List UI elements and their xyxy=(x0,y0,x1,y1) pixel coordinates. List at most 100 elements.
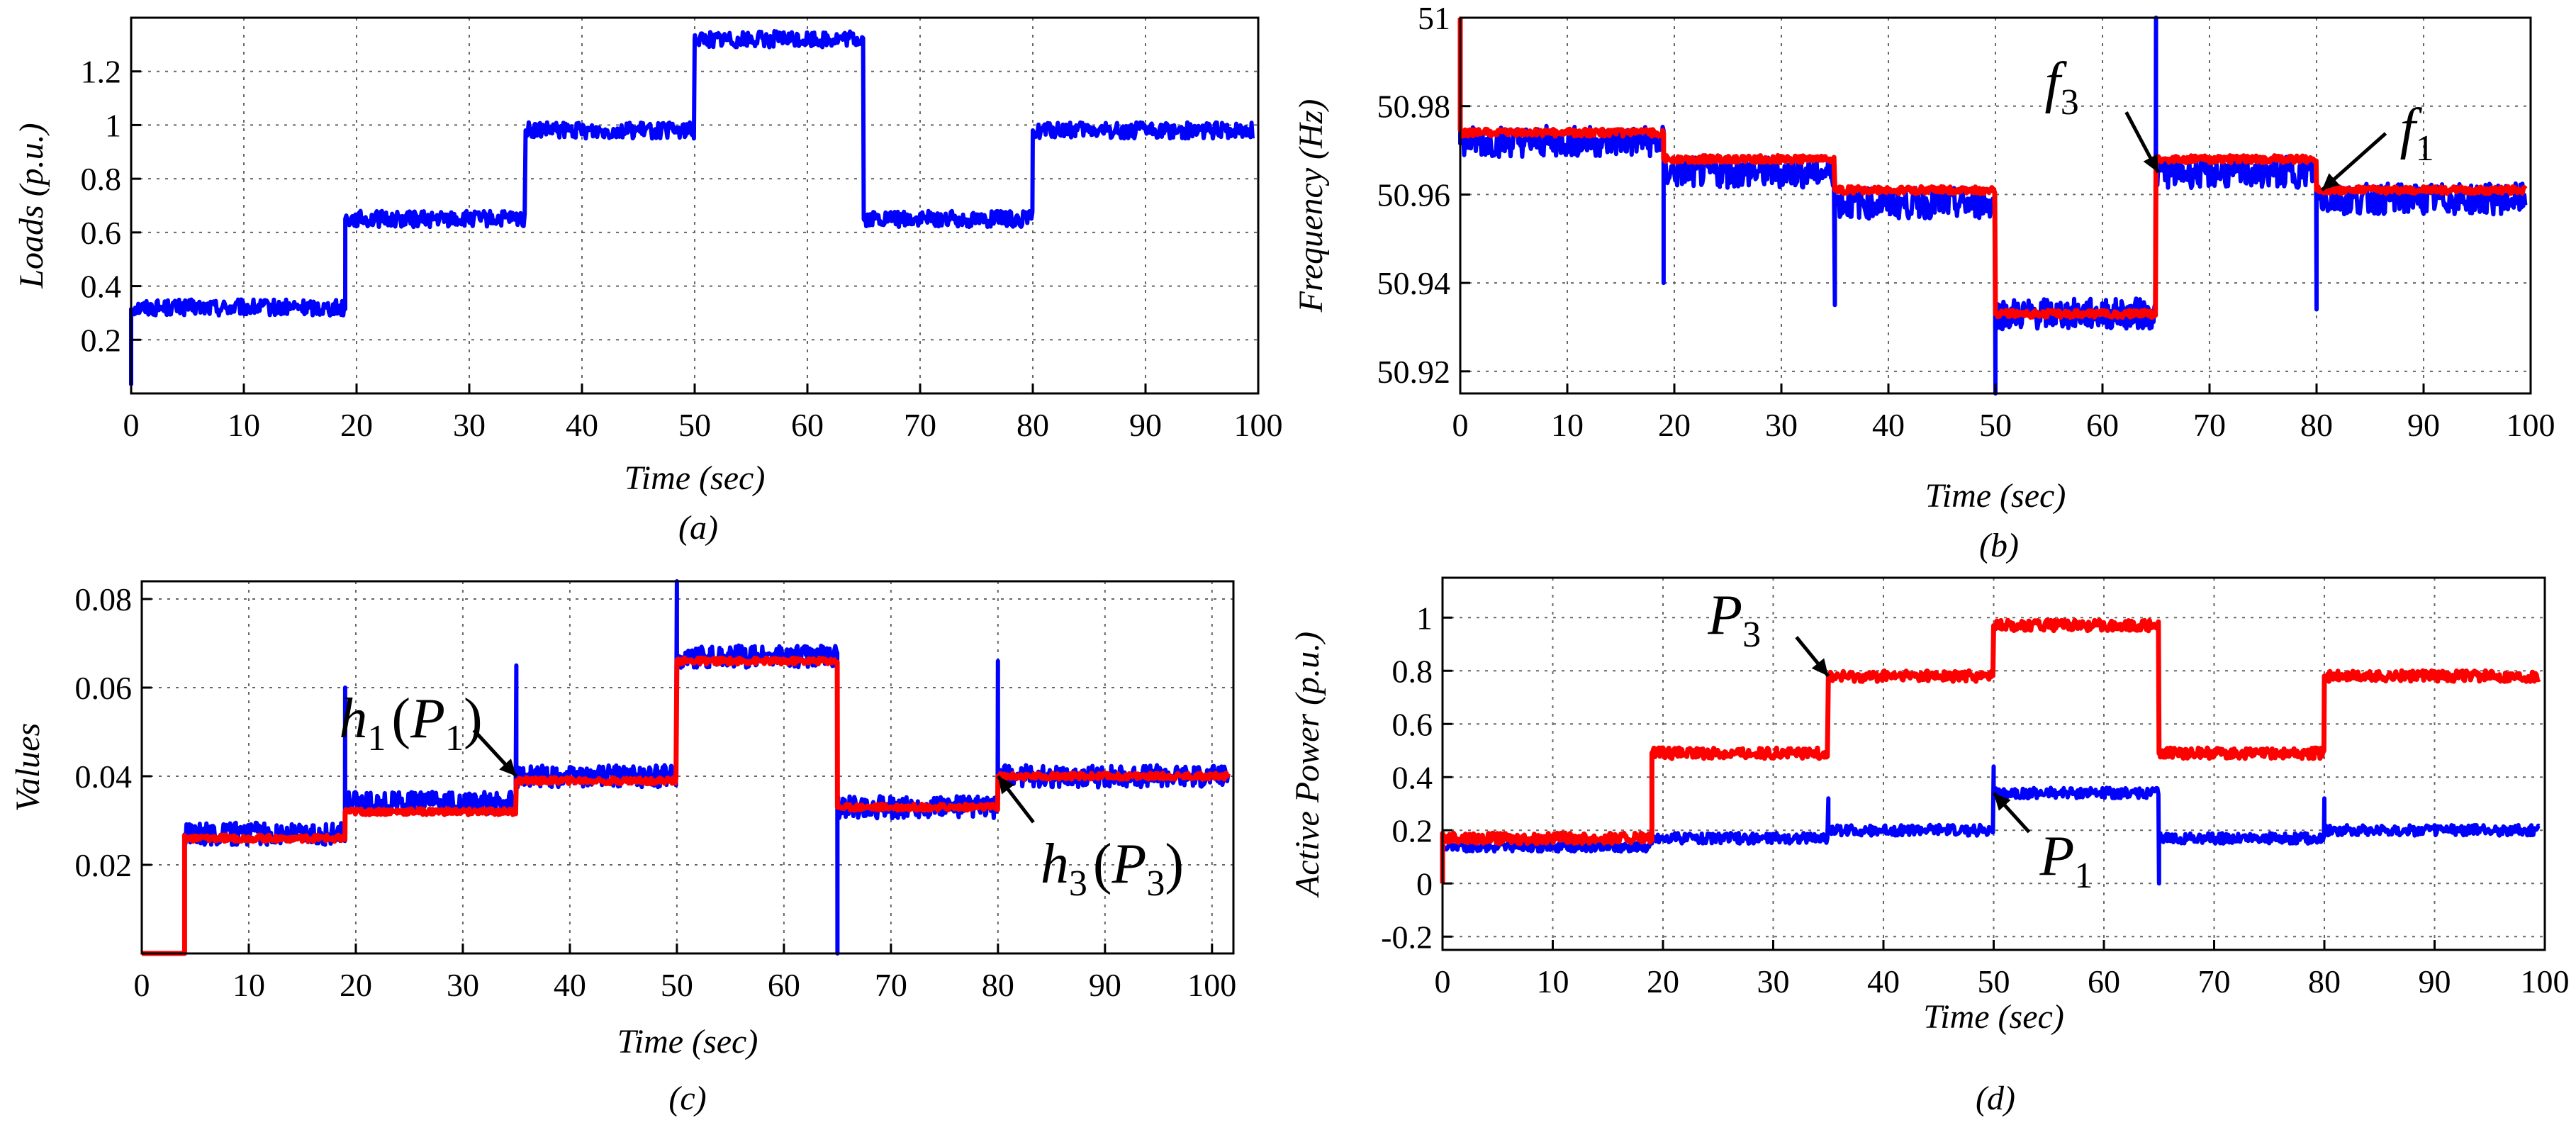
panel-a: 0 10 20 30 40 50 60 70 80 90 100 0.2 0.4 0.6 0.8 1 1.2 Ti… xyxy=(13,16,1283,547)
xtick-label-d-5: 50 xyxy=(1978,963,2010,1000)
xtick-label-b-4: 40 xyxy=(1872,407,1905,443)
ytick-label-d-0: -0.2 xyxy=(1381,919,1433,955)
xtick-label-a-2: 20 xyxy=(340,407,373,443)
ytick-label-d-6: 1 xyxy=(1416,600,1433,636)
ytick-label-a-3: 0.8 xyxy=(81,161,122,197)
xtick-label-c-3: 30 xyxy=(447,967,479,1003)
xtick-label-c-4: 40 xyxy=(554,967,586,1003)
xtick-label-a-4: 40 xyxy=(566,407,598,443)
xtick-label-d-7: 70 xyxy=(2198,963,2231,1000)
ytick-label-d-1: 0 xyxy=(1416,866,1433,902)
plot-area-c xyxy=(142,581,1233,953)
xtick-label-a-6: 60 xyxy=(791,407,824,443)
ytick-label-c-0: 0.02 xyxy=(75,847,133,883)
ytick-label-a-5: 1.2 xyxy=(81,54,122,90)
annotation-arrowhead-c-0 xyxy=(499,759,517,776)
xtick-label-d-3: 30 xyxy=(1757,963,1790,1000)
xtick-label-c-1: 10 xyxy=(233,967,265,1003)
xtick-label-b-6: 60 xyxy=(2086,407,2119,443)
xlabel-a: Time (sec) xyxy=(625,459,766,497)
ytick-label-a-0: 0.2 xyxy=(81,322,122,358)
xlabel-c: Time (sec) xyxy=(617,1023,758,1060)
ytick-label-c-1: 0.04 xyxy=(75,759,133,795)
xtick-label-d-1: 10 xyxy=(1537,963,1569,1000)
ytick-label-c-2: 0.06 xyxy=(75,670,133,706)
series-d-p3 xyxy=(1440,617,2541,884)
xtick-label-a-1: 10 xyxy=(228,407,260,443)
annotation-arrowhead-c-1 xyxy=(997,776,1015,795)
xtick-label-a-9: 90 xyxy=(1129,407,1162,443)
ytick-label-b-2: 50.96 xyxy=(1377,177,1451,213)
caption-a: (a) xyxy=(678,509,718,547)
caption-b: (b) xyxy=(1979,527,2019,564)
series-d-p1 xyxy=(1440,764,2541,886)
panel-b: 0 10 20 30 40 50 60 70 80 90 100 50.92 50.94 50.96 50.… xyxy=(1292,0,2555,564)
xtick-label-d-0: 0 xyxy=(1435,963,1451,1000)
ytick-label-a-4: 1 xyxy=(105,107,121,143)
xlabel-d: Time (sec) xyxy=(1923,998,2064,1036)
xtick-label-b-8: 80 xyxy=(2300,407,2333,443)
xtick-label-b-0: 0 xyxy=(1452,407,1469,443)
xtick-label-c-5: 50 xyxy=(661,967,693,1003)
xtick-label-a-8: 80 xyxy=(1017,407,1049,443)
ytick-label-a-2: 0.6 xyxy=(81,215,122,251)
annotation-label-d-1: P1 xyxy=(2039,825,2093,896)
ytick-label-b-4: 51 xyxy=(1418,0,1450,36)
series-a-load xyxy=(129,29,1255,386)
xtick-label-b-7: 70 xyxy=(2193,407,2226,443)
xtick-label-c-8: 80 xyxy=(982,967,1014,1003)
series-b-f1 xyxy=(1457,18,2528,320)
ytick-label-b-1: 50.94 xyxy=(1377,265,1451,301)
ytick-label-d-3: 0.4 xyxy=(1392,759,1433,795)
xtick-label-c-0: 0 xyxy=(134,967,150,1003)
ytick-label-d-5: 0.8 xyxy=(1392,653,1433,689)
annotation-label-d-0: P3 xyxy=(1707,584,1761,655)
ylabel-c: Values xyxy=(9,723,47,812)
annotation-arrowhead-d-0 xyxy=(1811,658,1829,676)
ytick-label-b-3: 50.98 xyxy=(1377,89,1451,125)
xtick-label-b-10: 100 xyxy=(2507,407,2555,443)
xtick-label-a-10: 100 xyxy=(1234,407,1283,443)
xtick-label-c-10: 100 xyxy=(1187,967,1236,1003)
panel-d: 0 10 20 30 40 50 60 70 80 90 100-0.200.20.40.60.81… xyxy=(1289,576,2570,1117)
ytick-label-a-1: 0.4 xyxy=(81,269,122,305)
xtick-label-b-2: 20 xyxy=(1658,407,1691,443)
annotation-arrowhead-b-1 xyxy=(2143,154,2158,173)
ylabel-d: Active Power (p.u.) xyxy=(1289,632,1326,898)
xtick-label-d-4: 40 xyxy=(1867,963,1900,1000)
xtick-label-a-5: 50 xyxy=(678,407,711,443)
xtick-label-d-6: 60 xyxy=(2088,963,2120,1000)
xtick-label-b-9: 90 xyxy=(2407,407,2440,443)
xtick-label-c-2: 20 xyxy=(340,967,372,1003)
xtick-label-b-3: 30 xyxy=(1765,407,1798,443)
xtick-label-a-0: 0 xyxy=(123,407,140,443)
xtick-label-a-3: 30 xyxy=(453,407,486,443)
xtick-label-d-8: 80 xyxy=(2308,963,2341,1000)
xtick-label-b-1: 10 xyxy=(1551,407,1584,443)
xtick-label-a-7: 70 xyxy=(904,407,936,443)
ytick-label-b-0: 50.92 xyxy=(1377,354,1451,390)
ytick-label-d-2: 0.2 xyxy=(1392,812,1433,849)
ylabel-b: Frequency (Hz) xyxy=(1292,99,1330,313)
axes-frame-c xyxy=(140,580,1235,955)
xtick-label-c-9: 90 xyxy=(1089,967,1121,1003)
xtick-label-c-6: 60 xyxy=(768,967,800,1003)
caption-c: (c) xyxy=(668,1080,706,1117)
series-c-h3p3 xyxy=(142,655,1231,956)
xtick-label-c-7: 70 xyxy=(875,967,907,1003)
xtick-label-d-2: 20 xyxy=(1647,963,1679,1000)
caption-d: (d) xyxy=(1976,1080,2015,1117)
annotation-arrowhead-d-1 xyxy=(1993,793,2011,811)
xlabel-b: Time (sec) xyxy=(1925,477,2066,515)
annotation-arrowhead-b-0 xyxy=(2322,173,2340,191)
xtick-label-b-5: 50 xyxy=(1979,407,2012,443)
ytick-label-d-4: 0.6 xyxy=(1392,706,1433,742)
ylabel-a: Loads (p.u.) xyxy=(13,123,50,289)
xtick-label-d-10: 100 xyxy=(2521,963,2570,1000)
annotation-label-c-1: h3 (P3) xyxy=(1041,833,1184,904)
ytick-label-c-3: 0.08 xyxy=(75,581,133,617)
annotation-label-c-0: h1 (P1) xyxy=(339,688,482,759)
xtick-label-d-9: 90 xyxy=(2419,963,2451,1000)
panel-c: 0 10 20 30 40 50 60 70 80 90 100 0.02 0.04 0.06 0.08 Ti… xyxy=(9,579,1236,1117)
